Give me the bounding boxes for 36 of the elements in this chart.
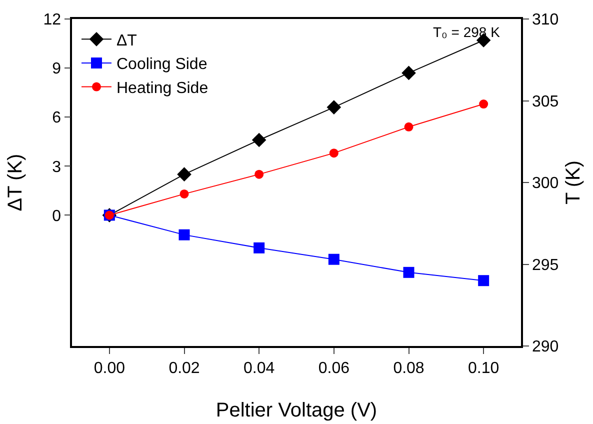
y2-tick-label: 290 [532,338,559,356]
y2-tick-label: 305 [532,93,559,110]
point [177,167,192,182]
legend-label: ΔT [116,32,138,50]
point [402,66,416,80]
x-tick-label: 0.02 [168,360,200,377]
point [254,242,265,254]
legend-label: Cooling Side [116,56,208,74]
x-tick-label: 0.00 [94,360,126,377]
y2-tick-label: 295 [532,256,559,274]
y2-tick-label: 300 [532,175,559,192]
y2-axis-title: T (K) [562,160,585,205]
y2-tick-label: 310 [532,12,559,29]
point [479,100,488,109]
y-tick-label: 9 [52,60,62,78]
y-axis-title: ΔT (K) [4,154,26,212]
legend-label: Heating Side [116,80,208,98]
point [326,100,342,114]
y-tick-label: 12 [43,12,62,29]
point [478,275,490,286]
point [329,148,338,158]
y-tick-label: 0 [52,208,62,225]
x-tick-label: 0.08 [393,360,424,377]
point [403,266,414,278]
point [180,189,189,198]
point [328,254,340,265]
x-tick-label: 0.04 [244,360,275,377]
x-axis-title: Peltier Voltage (V) [216,400,378,422]
y-tick-label: 3 [52,158,62,176]
x-tick-label: 0.06 [318,360,350,377]
x-tick-label: 0.10 [468,360,500,377]
y-tick-label: 6 [52,110,62,127]
point [178,229,190,240]
point [254,170,264,179]
point [404,122,414,132]
point [252,132,266,148]
